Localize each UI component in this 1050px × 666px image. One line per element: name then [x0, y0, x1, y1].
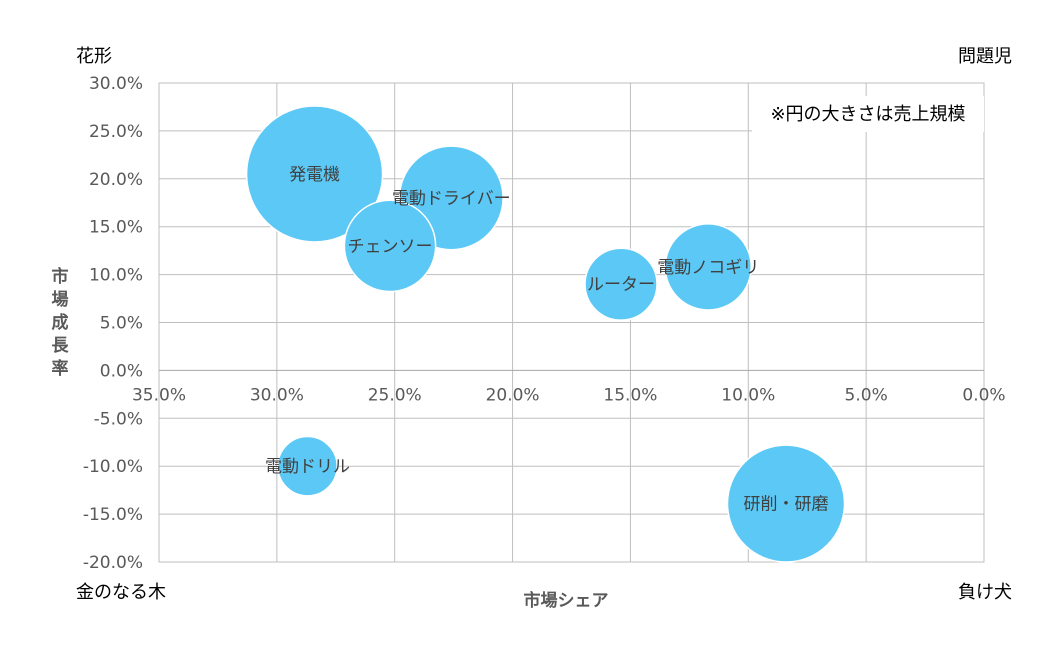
corner-label-bottom-right: 負け犬 [958, 582, 1012, 603]
x-tick-label: 5.0% [845, 385, 888, 405]
x-tick-label: 10.0% [721, 385, 775, 405]
bubble-label: ルーター [587, 275, 655, 295]
y-tick-label: 0.0% [100, 361, 143, 381]
y-tick-label: -15.0% [83, 505, 143, 525]
bubble [245, 105, 384, 243]
bubble [726, 444, 846, 563]
note-box [752, 96, 984, 132]
y-tick-label: 30.0% [89, 74, 143, 94]
y-tick-label: -20.0% [83, 553, 143, 573]
y-tick-label: -5.0% [94, 409, 143, 429]
y-tick-label: 15.0% [89, 218, 143, 238]
corner-label-bottom-left: 金のなる木 [76, 582, 166, 603]
bubble [343, 199, 437, 293]
x-tick-label: 35.0% [132, 385, 186, 405]
x-axis-title: 市場シェア [524, 590, 609, 611]
y-tick-label: 5.0% [100, 314, 143, 334]
x-tick-label: 0.0% [962, 385, 1005, 405]
bubble-label: 電動ノコギリ [657, 258, 759, 278]
corner-label-top-right: 問題児 [958, 46, 1012, 67]
y-tick-label: 20.0% [89, 170, 143, 190]
x-tick-label: 25.0% [368, 385, 422, 405]
bubble-label: 研削・研磨 [744, 495, 829, 515]
bubble-layer [245, 105, 846, 563]
y-tick-labels: 30.0% 25.0% 20.0% 15.0% 10.0% 5.0% 0.0% -5.0% -1… [83, 74, 143, 573]
y-tick-label: 25.0% [89, 122, 143, 142]
x-tick-label: 20.0% [486, 385, 540, 405]
y-axis-title: 市場成長率 [52, 266, 70, 379]
legend-note: ※円の大きさは売上規模 [770, 104, 965, 125]
bubble [664, 223, 752, 311]
x-tick-label: 30.0% [250, 385, 304, 405]
y-tick-label: -10.0% [83, 457, 143, 477]
corner-label-top-left: 花形 [76, 46, 112, 67]
bubble [277, 435, 338, 497]
bubble-label: チェンソー [348, 237, 433, 257]
bubble-label: 電動ドライバー [392, 189, 511, 209]
x-tick-label: 15.0% [603, 385, 657, 405]
bubble-label: 発電機 [289, 165, 340, 185]
bubble-label: 電動ドリル [265, 457, 350, 477]
x-tick-labels: 35.0% 30.0% 25.0% 20.0% 15.0% 10.0% 5.0% 0.0% [132, 385, 1006, 405]
y-tick-label: 10.0% [89, 266, 143, 286]
bubble [584, 247, 658, 321]
